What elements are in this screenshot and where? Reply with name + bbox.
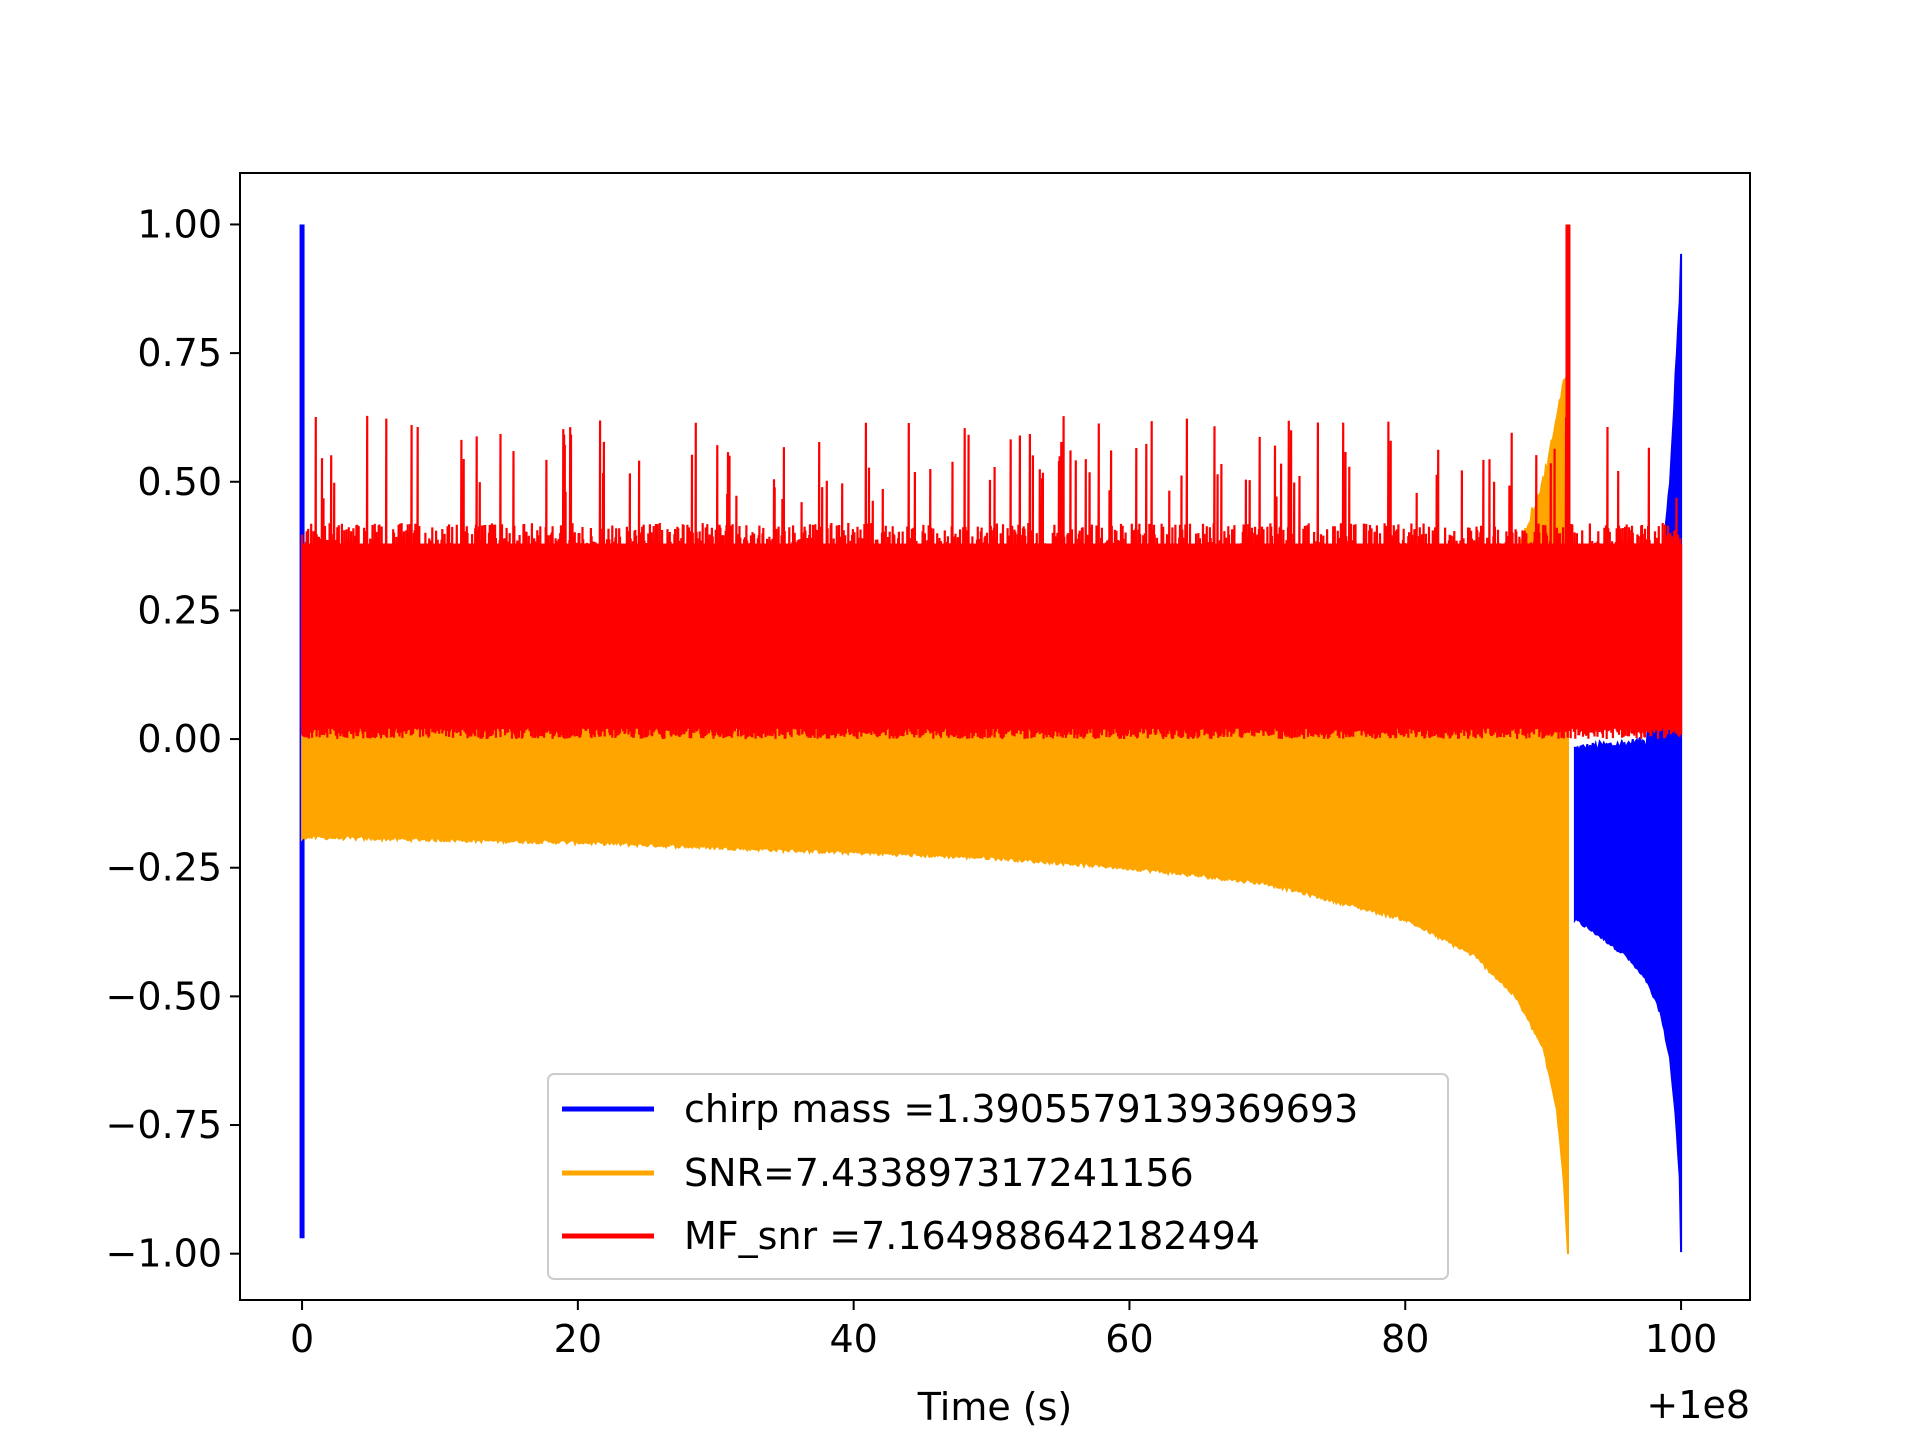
x-tick-label: 0 [290, 1317, 314, 1361]
series-chirp-mass-envelope [1573, 253, 1683, 1253]
y-tick-label: 1.00 [137, 202, 222, 246]
x-tick-label: 20 [554, 1317, 602, 1361]
plot-area [299, 224, 1683, 1255]
x-tick-label: 80 [1381, 1317, 1429, 1361]
y-tick-label: −0.25 [106, 846, 222, 890]
legend-box [547, 1073, 1449, 1280]
x-offset-label: +1e8 [1646, 1383, 1750, 1427]
x-tick-label: 100 [1645, 1317, 1718, 1361]
y-tick-label: −1.00 [106, 1232, 222, 1276]
y-tick-label: −0.50 [106, 974, 222, 1018]
x-axis: 0 20 40 60 80 100 [290, 1300, 1717, 1361]
y-tick-label: 0.75 [137, 331, 222, 375]
legend-label-mf-snr: MF_snr =7.164988642182494 [684, 1214, 1260, 1258]
y-axis: 1.00 0.75 0.50 0.25 0.00 −0.25 −0.50 −0.75 −1.00 [106, 202, 240, 1276]
legend-label-snr: SNR=7.433897317241156 [684, 1151, 1194, 1195]
y-tick-label: 0.00 [137, 717, 222, 761]
legend: chirp mass =1.3905579139369693 SNR=7.433… [547, 1073, 1449, 1280]
legend-label-chirp-mass: chirp mass =1.3905579139369693 [684, 1087, 1358, 1131]
x-axis-label: Time (s) [917, 1385, 1073, 1429]
y-tick-label: −0.75 [106, 1103, 222, 1147]
y-tick-label: 0.25 [137, 588, 222, 632]
x-tick-label: 40 [829, 1317, 877, 1361]
y-tick-label: 0.50 [137, 460, 222, 504]
series-mf-snr-band [302, 543, 1682, 729]
plot-frame [239, 172, 1751, 1301]
x-tick-label: 60 [1105, 1317, 1153, 1361]
